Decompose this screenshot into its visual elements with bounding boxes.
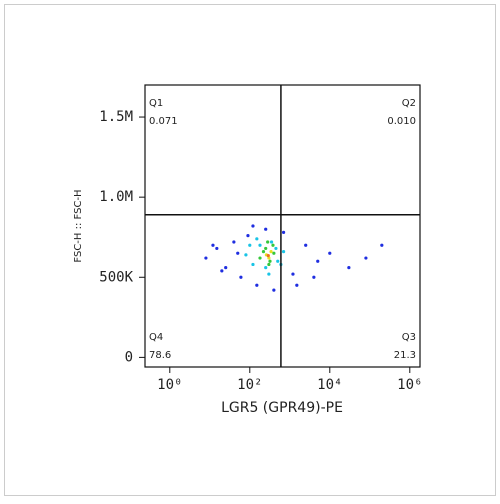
point	[255, 237, 259, 241]
point	[271, 243, 275, 247]
point	[295, 283, 299, 287]
y-axis-label: FSC-H :: FSC-H	[73, 189, 84, 262]
point	[251, 262, 255, 267]
point	[272, 288, 276, 292]
point	[272, 251, 276, 255]
x-tick-label: 10⁰	[157, 377, 182, 393]
point	[204, 256, 208, 260]
quadrant-name: Q2	[402, 98, 416, 109]
point	[281, 230, 286, 235]
point	[258, 243, 262, 247]
outer-frame	[4, 4, 496, 496]
point	[211, 243, 215, 247]
y-tick-label: 0	[125, 349, 133, 365]
point	[239, 275, 243, 279]
point	[248, 243, 252, 247]
point	[264, 227, 268, 231]
x-axis-label: LGR5 (GPR49)-PE	[221, 400, 343, 416]
point	[264, 266, 268, 270]
point	[291, 272, 295, 276]
point	[328, 251, 332, 255]
point	[261, 250, 266, 254]
quadrant-value: 0.071	[149, 116, 178, 127]
point	[316, 259, 320, 263]
x-tick-label: 10⁴	[317, 377, 342, 393]
x-tick-label: 10²	[237, 377, 262, 393]
point	[224, 266, 228, 270]
y-tick-label: 1.0M	[99, 189, 133, 205]
point	[269, 250, 273, 254]
point	[281, 250, 286, 254]
point	[255, 283, 259, 287]
point	[268, 259, 272, 263]
point	[304, 243, 308, 247]
y-tick-label: 1.5M	[99, 109, 133, 125]
point	[232, 240, 236, 244]
point	[258, 256, 262, 260]
point	[269, 240, 274, 244]
point	[251, 224, 255, 228]
quadrant-name: Q3	[402, 332, 416, 343]
point	[364, 256, 368, 260]
point	[312, 275, 316, 279]
quadrant-value: 21.3	[394, 350, 416, 361]
quadrant-name: Q4	[149, 332, 163, 343]
point	[266, 240, 270, 244]
point	[215, 246, 219, 251]
point	[267, 256, 271, 260]
point	[264, 246, 268, 251]
point	[380, 243, 384, 247]
point	[220, 269, 224, 273]
quadrant-name: Q1	[149, 98, 163, 109]
point	[266, 254, 270, 258]
point	[267, 272, 271, 276]
y-tick-label: 500K	[99, 269, 133, 285]
plot-frame	[144, 84, 421, 368]
point	[236, 251, 240, 255]
point	[267, 262, 271, 267]
quadrant-value: 78.6	[149, 350, 171, 361]
point	[274, 246, 278, 251]
x-tick-label: 10⁶	[397, 377, 422, 393]
quadrant-value: 0.010	[387, 116, 416, 127]
point	[244, 253, 248, 257]
point	[246, 234, 250, 238]
point	[347, 266, 351, 270]
point	[276, 259, 280, 263]
